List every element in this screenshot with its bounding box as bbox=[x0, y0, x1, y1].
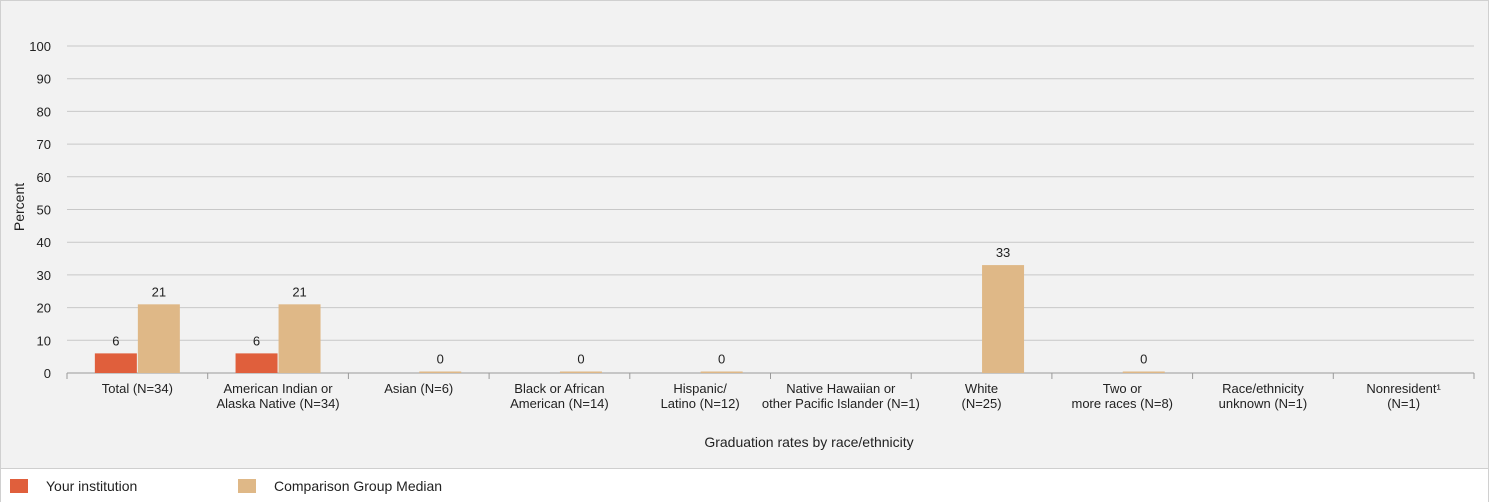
gridlines bbox=[66, 45, 1475, 379]
y-tick-label-70: 70 bbox=[37, 137, 51, 152]
data-labels: 6 21 6 21 0 0 0 33 0 bbox=[112, 245, 1147, 366]
y-tick-label-10: 10 bbox=[37, 333, 51, 348]
legend-item-comparison-group-median: Comparison Group Median bbox=[238, 478, 442, 494]
data-label: 6 bbox=[112, 333, 119, 348]
bar bbox=[94, 353, 137, 373]
bar bbox=[1122, 371, 1165, 373]
x-tick-label: Black or African bbox=[514, 381, 604, 396]
bar bbox=[137, 304, 180, 373]
x-tick-label: White bbox=[965, 381, 998, 396]
data-label: 0 bbox=[718, 352, 725, 367]
bar bbox=[419, 371, 462, 373]
bar bbox=[235, 353, 278, 373]
x-axis-label: Graduation rates by race/ethnicity bbox=[704, 434, 913, 450]
y-tick-label-80: 80 bbox=[37, 104, 51, 119]
legend-swatch-your-institution bbox=[10, 479, 28, 493]
y-tick-label-0: 0 bbox=[44, 366, 51, 381]
x-tick-label: Race/ethnicity bbox=[1222, 381, 1304, 396]
x-tick-label: (N=25) bbox=[961, 396, 1001, 411]
y-tick-label-40: 40 bbox=[37, 235, 51, 250]
legend-swatch-comparison-group-median bbox=[238, 479, 256, 493]
legend-item-your-institution: Your institution bbox=[10, 478, 137, 494]
data-label: 0 bbox=[1140, 352, 1147, 367]
data-label: 33 bbox=[996, 245, 1010, 260]
data-label: 21 bbox=[292, 284, 306, 299]
x-tick-label: Latino (N=12) bbox=[661, 396, 740, 411]
bar bbox=[700, 371, 743, 373]
chart-area: 0 10 20 30 40 50 60 70 80 90 100 6 21 6 21 0 0 0 33 0 Tota… bbox=[1, 1, 1488, 465]
bar bbox=[559, 371, 602, 373]
legend-label-your-institution: Your institution bbox=[46, 478, 138, 494]
x-tick-label: Native Hawaiian or bbox=[786, 381, 896, 396]
data-label: 21 bbox=[152, 284, 166, 299]
bar bbox=[982, 265, 1025, 373]
x-tick-label: Hispanic/ bbox=[673, 381, 727, 396]
legend-label-comparison-group-median: Comparison Group Median bbox=[274, 478, 443, 494]
x-tick-label: Total (N=34) bbox=[102, 381, 173, 396]
x-tick-label: Alaska Native (N=34) bbox=[216, 396, 339, 411]
data-label: 0 bbox=[437, 352, 444, 367]
bars bbox=[94, 265, 1165, 373]
bar bbox=[278, 304, 321, 373]
data-label: 0 bbox=[577, 352, 584, 367]
y-tick-label-90: 90 bbox=[37, 72, 51, 87]
x-tick-label: Nonresident¹ bbox=[1366, 381, 1441, 396]
x-tick-label: Two or bbox=[1103, 381, 1143, 396]
y-tick-label-100: 100 bbox=[29, 39, 51, 54]
legend: Your institution Comparison Group Median bbox=[1, 468, 1488, 502]
x-tick-label: Asian (N=6) bbox=[384, 381, 453, 396]
y-axis-label: Percent bbox=[11, 183, 27, 231]
y-tick-label-60: 60 bbox=[37, 170, 51, 185]
data-label: 6 bbox=[253, 333, 260, 348]
x-tick-label: (N=1) bbox=[1387, 396, 1420, 411]
x-tick-label: more races (N=8) bbox=[1072, 396, 1174, 411]
y-tick-label-20: 20 bbox=[37, 301, 51, 316]
y-tick-labels: 0 10 20 30 40 50 60 70 80 90 100 bbox=[29, 39, 51, 381]
y-tick-label-50: 50 bbox=[37, 203, 51, 218]
x-tick-label: other Pacific Islander (N=1) bbox=[762, 396, 920, 411]
x-tick-label: unknown (N=1) bbox=[1219, 396, 1308, 411]
x-tick-label: American (N=14) bbox=[510, 396, 609, 411]
y-tick-label-30: 30 bbox=[37, 268, 51, 283]
x-tick-label: American Indian or bbox=[223, 381, 333, 396]
bar-chart: 0 10 20 30 40 50 60 70 80 90 100 6 21 6 21 0 0 0 33 0 Tota… bbox=[11, 39, 1475, 450]
